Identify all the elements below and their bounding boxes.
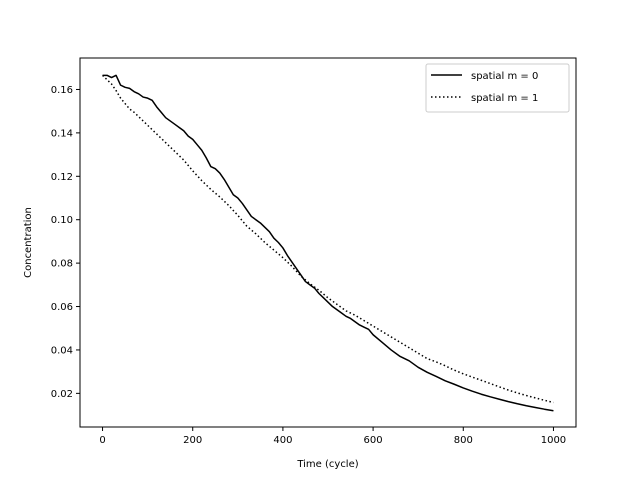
series-line-m0 (102, 74, 554, 412)
y-tick-label: 0.16 (51, 85, 73, 96)
y-tick-label: 0.04 (51, 345, 73, 356)
legend-box (425, 63, 570, 113)
y-tick-label: 0.14 (51, 128, 73, 139)
x-tick-label: 800 (454, 435, 473, 446)
y-axis-title: Concentration (23, 207, 34, 278)
legend-label-m0: spatial m = 0 (471, 71, 538, 82)
y-tick-label: 0.10 (51, 215, 73, 226)
x-tick-label: 0 (99, 435, 105, 446)
x-axis: 0 200 400 600 800 1000 (99, 427, 566, 446)
x-tick-label: 200 (183, 435, 202, 446)
x-tick-label: 600 (364, 435, 383, 446)
y-tick-label: 0.02 (51, 389, 73, 400)
y-tick-label: 0.08 (51, 259, 73, 270)
series-line-m1 (102, 74, 554, 404)
legend: spatial m = 0 spatial m = 1 (425, 63, 570, 113)
x-axis-title: Time (cycle) (296, 459, 358, 470)
x-tick-label: 400 (273, 435, 292, 446)
x-tick-label: 1000 (541, 435, 566, 446)
axes-frame (79, 57, 577, 428)
plot-area (102, 74, 554, 412)
legend-label-m1: spatial m = 1 (471, 93, 538, 104)
y-axis: 0.02 0.04 0.06 0.08 0.10 0.12 0.14 0.16 (51, 85, 80, 400)
y-tick-label: 0.12 (51, 172, 73, 183)
y-tick-label: 0.06 (51, 302, 73, 313)
